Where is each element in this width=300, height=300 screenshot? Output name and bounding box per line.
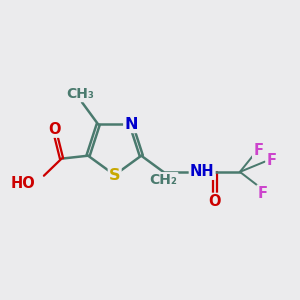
Text: CH₂: CH₂ [149,173,177,187]
Text: HO: HO [10,176,35,190]
Text: O: O [49,122,61,137]
Text: F: F [253,142,263,158]
Text: F: F [258,186,268,201]
Text: CH₃: CH₃ [67,87,94,101]
Text: N: N [124,117,138,132]
Text: O: O [208,194,221,209]
Text: F: F [266,153,276,168]
Text: NH: NH [190,164,214,179]
Text: S: S [109,167,120,182]
